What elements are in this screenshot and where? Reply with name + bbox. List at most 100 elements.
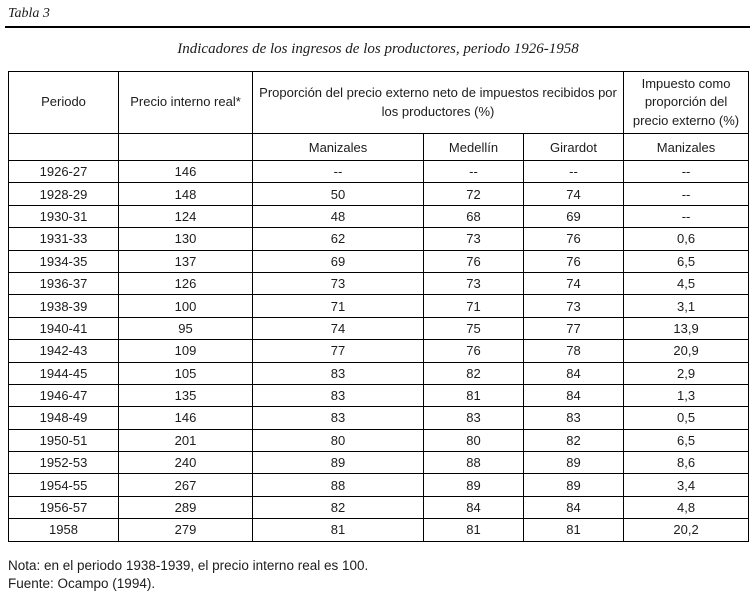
table-row: 1931-33 130 62 73 76 0,6: [8, 227, 750, 251]
table-cell: 72: [423, 182, 524, 206]
subheader-medellin: Medellín: [423, 133, 524, 161]
indicators-table: Periodo Precio interno real* Proporción …: [8, 71, 750, 542]
subheader-impuesto-manizales: Manizales: [623, 133, 750, 161]
table-cell: 76: [423, 249, 524, 273]
table-cell: 1926-27: [8, 159, 119, 184]
table-cell: --: [623, 204, 750, 229]
table-cell: 130: [118, 227, 253, 251]
table-cell: 0,5: [623, 406, 750, 430]
table-row: 1946-47 135 83 81 84 1,3: [8, 383, 750, 408]
table-cell: 89: [252, 451, 424, 475]
table-cell: 8,6: [623, 451, 750, 475]
footnotes: Nota: en el periodo 1938-1939, el precio…: [8, 557, 748, 594]
table-cell: 6,5: [623, 428, 750, 453]
table-cell: 77: [522, 316, 625, 341]
table-cell: 1931-33: [8, 227, 119, 251]
table-row: 1936-37 126 73 73 74 4,5: [8, 271, 750, 296]
table-cell: 73: [423, 271, 524, 296]
table-cell: 1938-39: [8, 294, 119, 318]
empty-header-cell: [8, 133, 119, 161]
table-cell: 82: [522, 428, 625, 453]
table-cell: 4,8: [623, 495, 750, 520]
table-row: 1934-35 137 69 76 76 6,5: [8, 249, 750, 273]
table-cell: 240: [118, 451, 253, 475]
table-cell: 1958: [8, 518, 119, 542]
table-cell: 84: [522, 495, 625, 520]
table-cell: 1956-57: [8, 495, 119, 520]
col-header-precio-interno: Precio interno real*: [118, 71, 253, 134]
table-cell: --: [522, 159, 625, 184]
table-cell: 20,9: [623, 339, 750, 363]
table-cell: 1950-51: [8, 428, 119, 453]
table-title: Indicadores de los ingresos de los produ…: [177, 41, 579, 57]
table-cell: 83: [252, 361, 424, 385]
table-cell: 81: [522, 518, 625, 542]
table-cell: 109: [118, 339, 253, 363]
table-cell: 148: [118, 182, 253, 206]
table-cell: 135: [118, 383, 253, 408]
table-row: 1952-53 240 89 88 89 8,6: [8, 451, 750, 475]
table-cell: 71: [252, 294, 424, 318]
subheader-manizales: Manizales: [252, 133, 424, 161]
col-header-proporcion-group: Proporción del precio externo neto de im…: [251, 71, 625, 134]
table-cell: 74: [522, 271, 625, 296]
table-cell: 1944-45: [8, 361, 119, 385]
table-cell: 1952-53: [8, 451, 119, 475]
table-cell: 3,4: [623, 473, 750, 497]
col-header-impuesto-group: Impuesto como proporción del precio exte…: [623, 71, 750, 134]
table-cell: 89: [522, 473, 625, 497]
header-row-groups: Periodo Precio interno real* Proporción …: [8, 71, 750, 134]
table-cell: 1946-47: [8, 383, 119, 408]
horizontal-rule: [5, 26, 750, 28]
table-cell: 68: [423, 204, 524, 229]
table-body: 1926-27 146 -- -- -- -- 1928-29 148 50 72 74 -- 1930…: [8, 159, 750, 542]
table-row: 1930-31 124 48 68 69 --: [8, 204, 750, 229]
table-cell: 146: [118, 406, 253, 430]
table-cell: 201: [118, 428, 253, 453]
table-cell: 89: [522, 451, 625, 475]
table-cell: 77: [252, 339, 424, 363]
table-cell: 124: [118, 204, 253, 229]
table-cell: 1928-29: [8, 182, 119, 206]
table-cell: 69: [252, 249, 424, 273]
table-cell: --: [623, 159, 750, 184]
empty-header-cell: [118, 133, 253, 161]
table-row: 1940-41 95 74 75 77 13,9: [8, 316, 750, 341]
table-cell: 76: [522, 227, 625, 251]
table-cell: 1934-35: [8, 249, 119, 273]
table-cell: 1942-43: [8, 339, 119, 363]
table-cell: --: [252, 159, 424, 184]
table-cell: 137: [118, 249, 253, 273]
table-cell: 78: [522, 339, 625, 363]
table-cell: 88: [423, 451, 524, 475]
table-cell: 83: [252, 383, 424, 408]
table-cell: 146: [118, 159, 253, 184]
table-row: 1956-57 289 82 84 84 4,8: [8, 495, 750, 520]
table-cell: 73: [522, 294, 625, 318]
table-cell: 279: [118, 518, 253, 542]
table-row: 1926-27 146 -- -- -- --: [8, 159, 750, 184]
table-cell: 73: [252, 271, 424, 296]
table-cell: 75: [423, 316, 524, 341]
table-cell: 76: [423, 339, 524, 363]
table-cell: --: [623, 182, 750, 206]
table-cell: 13,9: [623, 316, 750, 341]
source-line: Fuente: Ocampo (1994).: [8, 576, 156, 592]
table-cell: 1954-55: [8, 473, 119, 497]
table-row: 1942-43 109 77 76 78 20,9: [8, 339, 750, 363]
table-cell: 1936-37: [8, 271, 119, 296]
table-row: 1958 279 81 81 81 20,2: [8, 518, 750, 542]
table-row: 1954-55 267 88 89 89 3,4: [8, 473, 750, 497]
table-cell: 80: [423, 428, 524, 453]
table-cell: 88: [252, 473, 424, 497]
table-cell: 1930-31: [8, 204, 119, 229]
table-cell: 83: [423, 406, 524, 430]
table-cell: 20,2: [623, 518, 750, 542]
table-cell: 82: [423, 361, 524, 385]
subheader-girardot: Girardot: [522, 133, 625, 161]
table-cell: 74: [522, 182, 625, 206]
table-cell: 1,3: [623, 383, 750, 408]
table-cell: 62: [252, 227, 424, 251]
table-cell: 3,1: [623, 294, 750, 318]
